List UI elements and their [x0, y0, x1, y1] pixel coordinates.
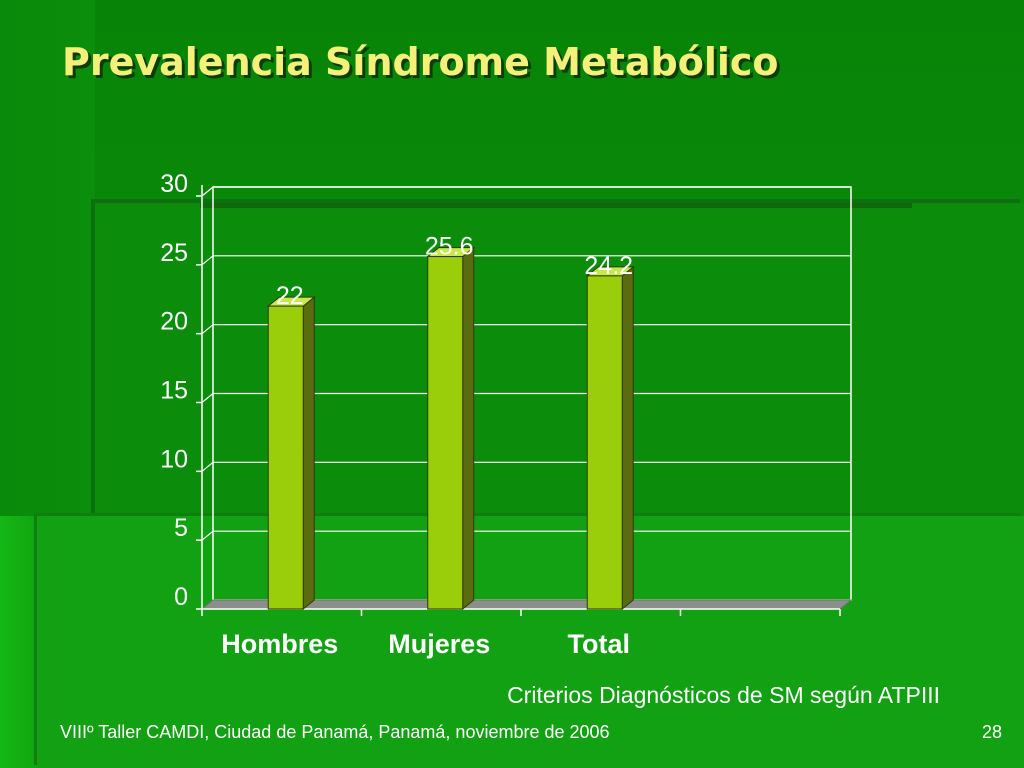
bars: [266, 246, 635, 611]
slide-title: Prevalencia Síndrome Metabólico: [62, 40, 779, 84]
chart-floor: [200, 599, 853, 616]
data-label: 24.2: [584, 252, 633, 280]
x-axis-categories: Hombres Mujeres Total: [221, 629, 630, 659]
data-label: 22: [276, 282, 304, 310]
decorative-rule: [200, 203, 912, 208]
y-axis-ticks: 0 5 10 15 20 25 30: [160, 170, 203, 611]
background-panel-corner: [0, 516, 37, 768]
grid-lines: [201, 186, 851, 541]
grid-line-depth: [201, 461, 214, 472]
grid-line-depth: [201, 324, 214, 335]
y-tick-label: 20: [160, 308, 188, 336]
grid-line-depth: [201, 255, 214, 266]
data-labels: 22 25.6 24.2: [276, 233, 633, 311]
grid-line-depth: [201, 186, 214, 197]
x-category-label: Mujeres: [388, 629, 490, 659]
x-category-label: Hombres: [221, 629, 338, 659]
bar: [586, 275, 623, 610]
y-tick-label: 10: [160, 445, 188, 473]
bar: [267, 305, 304, 610]
y-tick-label: 0: [174, 583, 188, 611]
bar-side: [621, 265, 634, 611]
chart-caption: Criterios Diagnósticos de SM según ATPII…: [507, 682, 940, 708]
grid-line-depth: [201, 530, 214, 541]
x-category-label: Total: [568, 629, 631, 659]
y-tick-label: 5: [174, 514, 188, 542]
grid-line-depth: [201, 393, 214, 403]
background-panel-left: [0, 0, 95, 516]
bar-side: [302, 296, 315, 611]
bar-side: [462, 246, 475, 611]
y-tick-label: 15: [160, 377, 188, 405]
page-number: 28: [981, 722, 1002, 742]
data-label: 25.6: [425, 233, 474, 261]
bar: [427, 256, 464, 610]
y-tick-label: 25: [160, 239, 188, 267]
footer-text: VIIIº Taller CAMDI, Ciudad de Panamá, Pa…: [60, 722, 610, 742]
y-tick-label: 30: [160, 170, 188, 198]
